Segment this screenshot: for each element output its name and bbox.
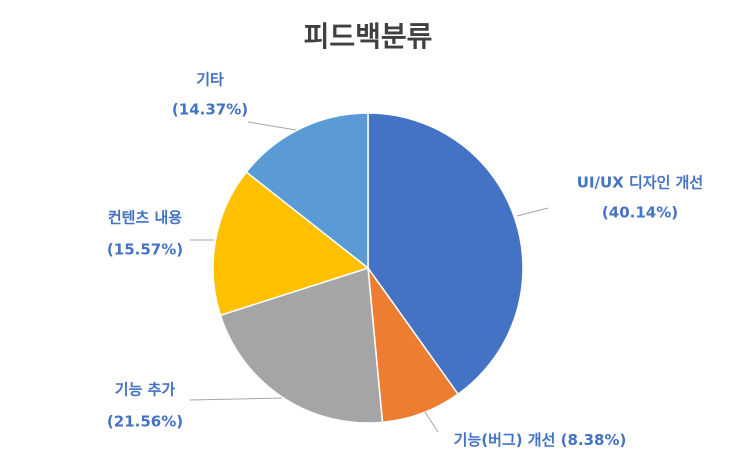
slice-label: 기타 (196, 71, 224, 89)
chart-title: 피드백분류 (304, 20, 433, 53)
pie-slice (367, 112, 524, 396)
slice-label: UI/UX 디자인 개선 (577, 174, 703, 192)
pie-slice (219, 267, 384, 424)
leader-line (424, 411, 439, 433)
leader-line (516, 207, 549, 217)
slice-value-label: (8.38%) (561, 431, 627, 449)
leader-line (247, 121, 297, 131)
slice-label-group: 기능(버그) 개선 (8.38%) (454, 431, 627, 449)
slice-value-label: (15.57%) (107, 241, 183, 259)
pie-slice (212, 170, 370, 317)
pie-slice (245, 112, 369, 270)
leader-line (189, 397, 283, 401)
slice-label: 기능 추가 (115, 381, 176, 399)
slice-label: 컨텐츠 내용 (108, 209, 182, 227)
slice-label: 기능(버그) 개선 (454, 431, 556, 449)
slice-value-label: (14.37%) (172, 101, 248, 119)
slice-value-label: (40.14%) (602, 204, 678, 222)
slice-value-label: (21.56%) (107, 413, 183, 431)
